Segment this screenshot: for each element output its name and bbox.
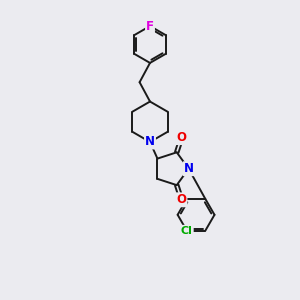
Text: F: F — [146, 20, 154, 33]
Text: Cl: Cl — [181, 226, 193, 236]
Text: O: O — [176, 131, 187, 144]
Text: N: N — [184, 162, 194, 175]
Text: O: O — [176, 193, 187, 206]
Text: N: N — [145, 136, 155, 148]
